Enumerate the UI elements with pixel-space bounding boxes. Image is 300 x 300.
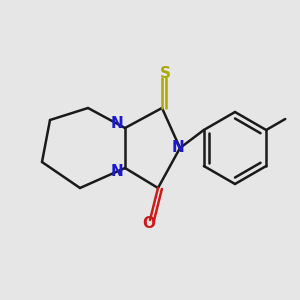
Text: N: N bbox=[172, 140, 184, 155]
Text: N: N bbox=[111, 116, 123, 131]
Text: N: N bbox=[111, 164, 123, 179]
Text: O: O bbox=[142, 217, 155, 232]
Text: S: S bbox=[160, 67, 170, 82]
